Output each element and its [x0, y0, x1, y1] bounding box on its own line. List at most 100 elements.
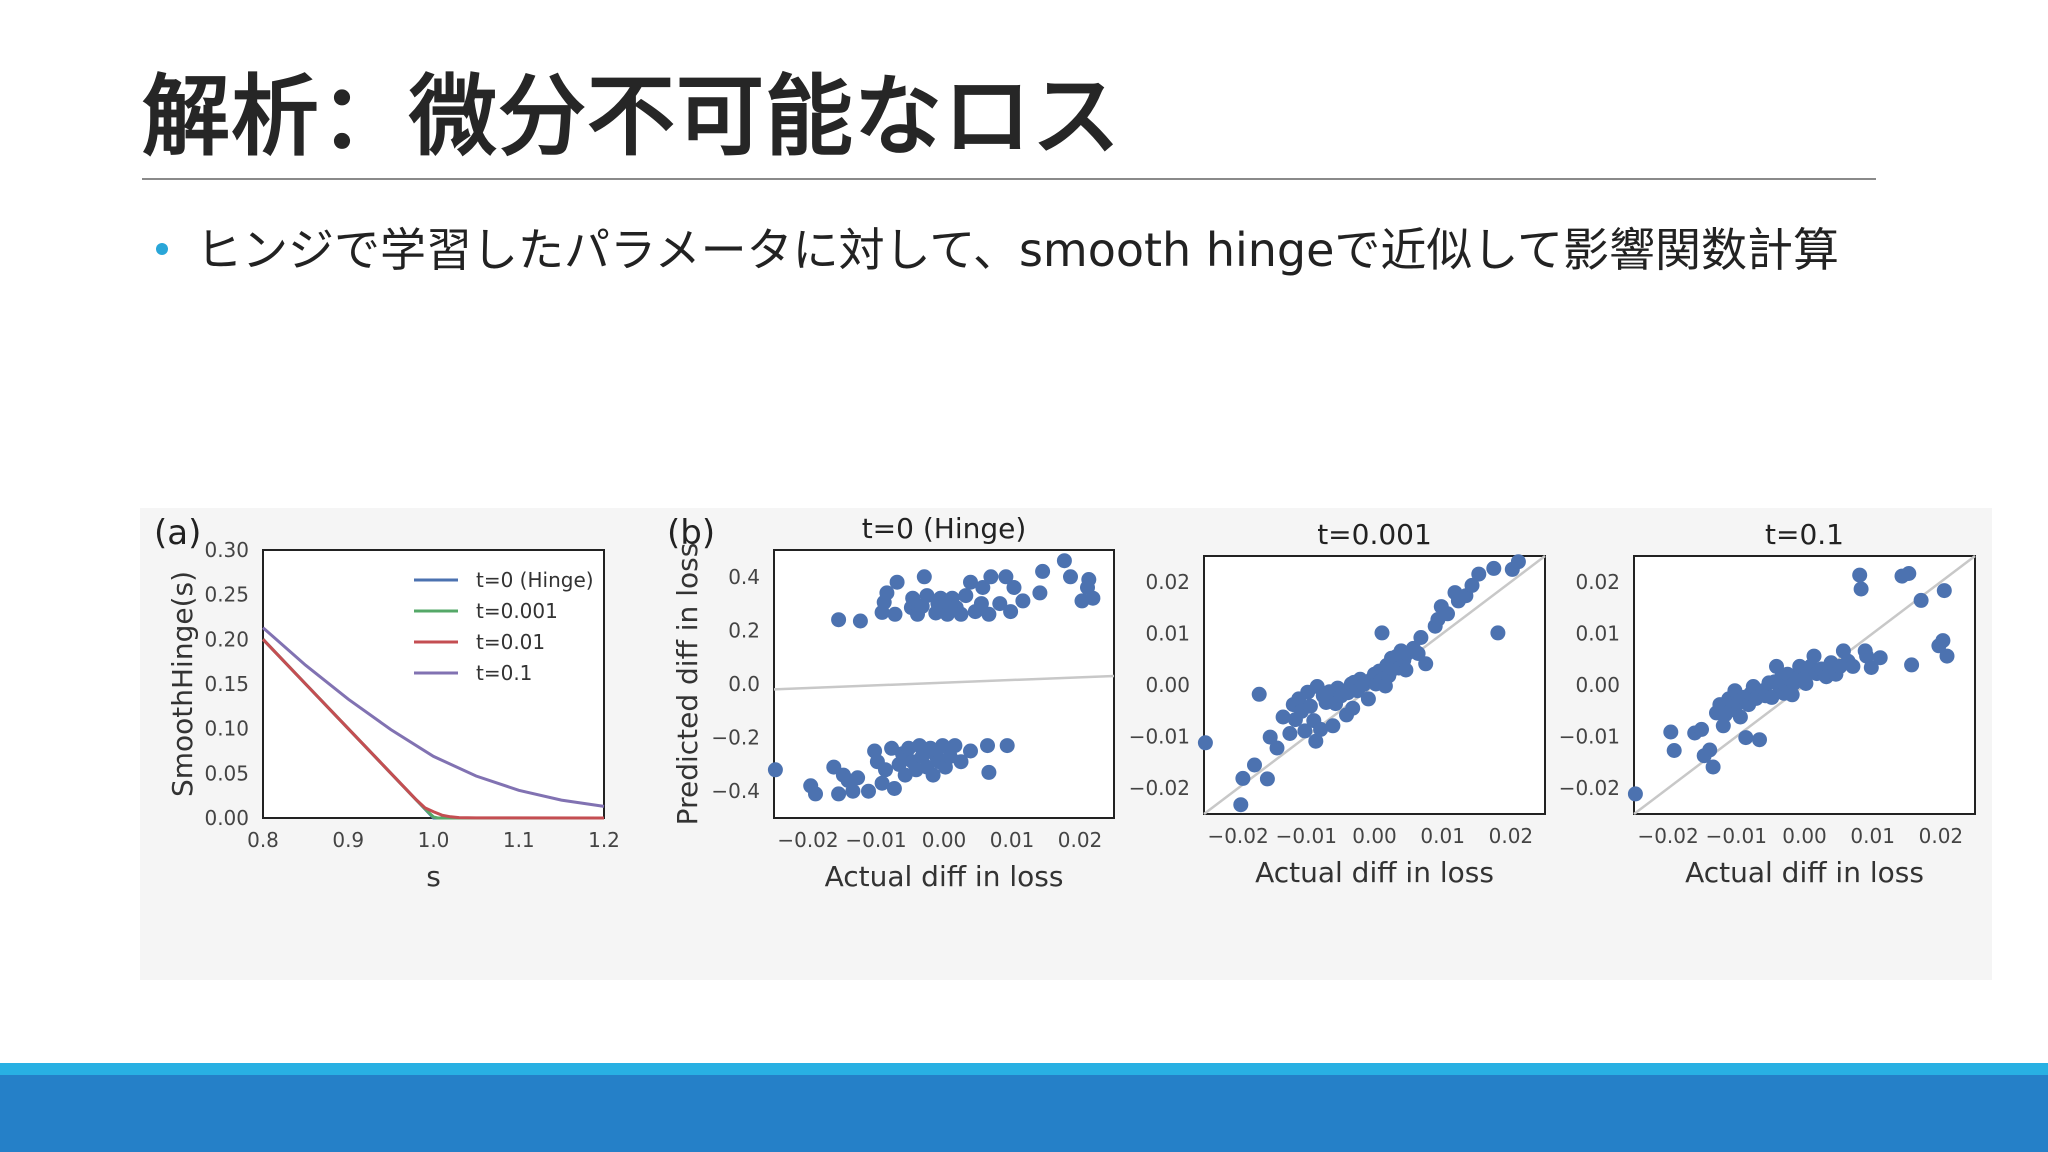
panel-2-y-tick-label: 0.4	[728, 565, 760, 589]
panel-3-scatter-point	[1486, 560, 1502, 576]
slide-title: 解析：微分不可能なロス	[142, 65, 1122, 168]
panel-3-scatter-point	[1235, 770, 1251, 786]
panel-2-x-tick-label: 0.01	[990, 828, 1035, 852]
panel-3-scatter-point	[1490, 625, 1506, 641]
panel-4-scatter-point	[1769, 658, 1784, 674]
bullet-item: ヒンジで学習したパラメータに対して、smooth hingeで近似して影響関数計…	[156, 212, 1839, 282]
panel-1-x-tick-label: 1.1	[503, 828, 535, 852]
panel-3-scatter-point	[1398, 662, 1414, 678]
panel-1-y-tick-label: 0.25	[204, 583, 249, 607]
panel-2-scatter-point	[878, 762, 893, 778]
panel-4-x-tick-label: 0.00	[1782, 824, 1827, 848]
panel-2-scatter-point	[983, 569, 999, 585]
panel-4-scatter-point	[1806, 648, 1822, 664]
panel-3-x-tick-label: 0.02	[1489, 824, 1534, 848]
panel-4-scatter-point	[1663, 724, 1679, 740]
panel-1-legend-label: t=0.1	[476, 661, 532, 685]
panel-4-scatter-point	[1705, 759, 1721, 775]
panel-4-x-tick-label: 0.01	[1850, 824, 1895, 848]
panel-4-title: t=0.1	[1765, 518, 1844, 551]
panel-4-y-tick-label: 0.02	[1575, 570, 1620, 594]
panel-2-scatter-point	[1085, 590, 1101, 606]
title-divider	[142, 178, 1876, 180]
panel-2-scatter-point	[973, 596, 989, 612]
bullet-text: ヒンジで学習したパラメータに対して、smooth hingeで近似して影響関数計…	[196, 223, 1840, 277]
panel-1-y-tick-label: 0.30	[204, 538, 249, 562]
panel-3-scatter-point	[1345, 700, 1361, 716]
panel-3-y-tick-label: −0.02	[1129, 776, 1190, 800]
panel-4-scatter-point	[1764, 689, 1780, 705]
panel-3-scatter-point	[1440, 606, 1455, 622]
panel-4-x-axis-label: Actual diff in loss	[1685, 856, 1924, 889]
panel-4-x-tick-label: −0.01	[1706, 824, 1767, 848]
panel-2-scatter-point	[925, 767, 941, 783]
panel-4-scatter-point	[1752, 732, 1767, 748]
panel-4-scatter-point	[1694, 721, 1709, 737]
panel-1-series-line-4	[262, 626, 605, 808]
panel-2-scatter-point	[845, 783, 861, 799]
panel-2-scatter-point	[1032, 585, 1048, 601]
footer-accent-bar	[0, 1063, 2048, 1075]
panel-1-x-axis-label: s	[426, 860, 441, 893]
panel-3-x-tick-label: −0.01	[1276, 824, 1337, 848]
panel-2-scatter-point	[1063, 569, 1078, 585]
panel-4-scatter-point	[1702, 742, 1718, 758]
panel-2-y-tick-label: 0.0	[728, 672, 760, 696]
panel-2-scatter-point	[886, 781, 902, 796]
panel-2-scatter-point	[1003, 604, 1019, 620]
panel-3-scatter-point	[1269, 740, 1285, 756]
panel-2-scatter-point	[975, 580, 991, 595]
panel-3-scatter-point	[1418, 656, 1434, 672]
panel-2-scatter-point	[831, 612, 847, 628]
panel-3-y-tick-label: 0.00	[1145, 673, 1190, 697]
panel-1-legend-label: t=0.01	[476, 630, 545, 654]
panel-2-scatter-point	[808, 786, 823, 802]
panel-2-scatter-point	[953, 754, 969, 770]
panel-4-scatter-point	[1845, 658, 1861, 674]
panel-2-scatter-point	[879, 585, 895, 601]
panel-3-y-tick-label: −0.01	[1129, 725, 1190, 749]
panel-1-y-tick-label: 0.05	[204, 761, 249, 785]
panel-4-scatter-point	[1936, 583, 1952, 599]
panel-3-scatter-point	[1308, 733, 1324, 749]
panel-3-scatter-point	[1510, 554, 1526, 570]
panel-4-y-tick-label: 0.00	[1575, 673, 1620, 697]
panel-2-scatter-point	[963, 574, 978, 590]
panel-4-scatter-point	[1666, 743, 1682, 758]
panel-3-scatter-point	[1297, 723, 1313, 739]
panel-1-panel-label: (a)	[154, 513, 201, 553]
panel-4-scatter-point	[1863, 660, 1879, 675]
panel-4-scatter-point	[1939, 648, 1955, 664]
panel-2-scatter-point	[887, 606, 903, 622]
panel-3-scatter-point	[1259, 771, 1275, 787]
figure-panel: 0.8 0.9 1.0 1.1 1.2 0.00 0.05 0.10 0.15 0.20 0.25 0…	[140, 508, 1992, 980]
panel-2-scatter-point	[850, 770, 866, 786]
panel-4-scatter-point	[1627, 786, 1643, 802]
panel-2-scatter-point	[981, 606, 997, 622]
panel-3-x-tick-label: 0.00	[1352, 824, 1397, 848]
panel-4-scatter-point	[1901, 566, 1917, 581]
panel-2-scatter-point	[1015, 593, 1031, 609]
panel-2-scatter-point	[999, 738, 1015, 754]
figure-svg: 0.8 0.9 1.0 1.1 1.2 0.00 0.05 0.10 0.15 0.20 0.25 0…	[140, 508, 1992, 980]
panel-2-x-tick-label: −0.02	[777, 828, 838, 852]
panel-2-scatter-point	[1081, 572, 1097, 587]
panel-4-scatter-point	[1784, 687, 1800, 703]
panel-2-x-tick-label: −0.01	[845, 828, 906, 852]
panel-2-reference-line	[773, 674, 1115, 691]
panel-2-title: t=0 (Hinge)	[862, 512, 1027, 545]
panel-3-scatter-point	[1360, 691, 1376, 707]
panel-4-scatter-point	[1853, 581, 1869, 597]
panel-2-scatter-point	[1035, 563, 1051, 579]
panel-1-legend-label: t=0.001	[476, 599, 558, 623]
panel-2-scatter-point	[981, 764, 997, 780]
panel-4-scatter-point	[1732, 709, 1748, 725]
panel-1-legend-label: t=0 (Hinge)	[476, 568, 594, 592]
panel-1-y-tick-label: 0.20	[204, 627, 249, 651]
panel-1-y-axis-label: SmoothHinge(s)	[166, 571, 199, 797]
panel-4-y-tick-label: −0.02	[1559, 776, 1620, 800]
panel-2-plot-area	[773, 549, 1115, 819]
panel-3-scatter-point	[1247, 757, 1262, 773]
panel-3-scatter-point	[1233, 797, 1249, 813]
panel-4-scatter-point	[1715, 718, 1731, 734]
